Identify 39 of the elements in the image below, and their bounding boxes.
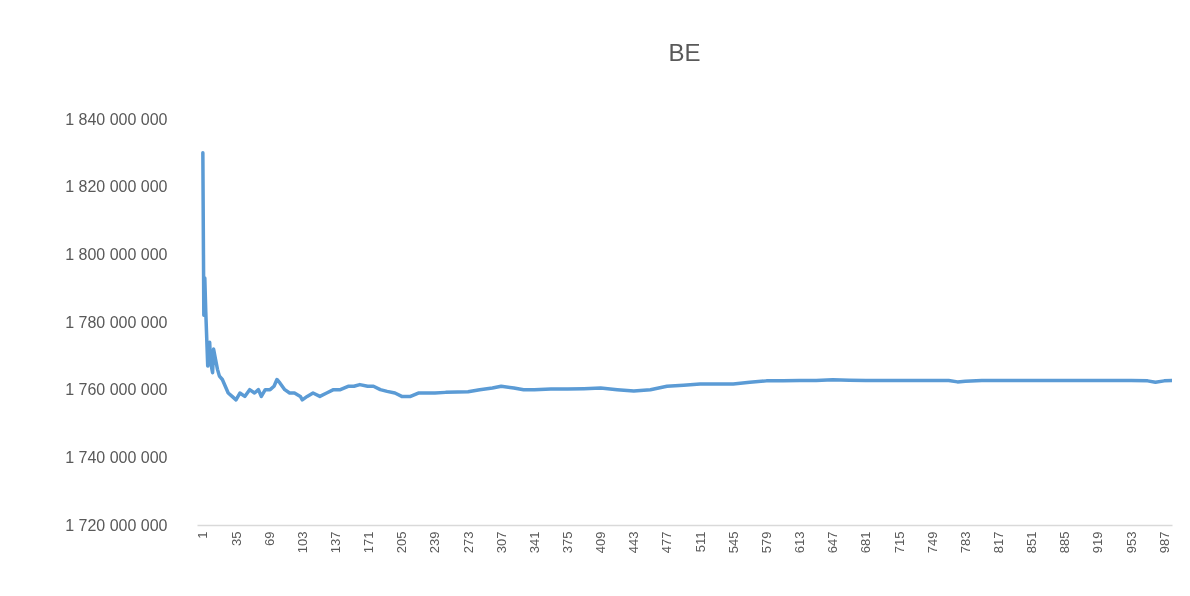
y-tick-label: 1 840 000 000 [65,110,168,128]
y-tick-label: 1 740 000 000 [65,448,168,466]
x-tick-label: 919 [1090,531,1106,554]
chart-title: BE [668,39,701,66]
line-series [201,151,1172,402]
x-tick-label: 443 [626,531,642,554]
x-tick-label: 545 [725,531,741,554]
x-tick-label: 205 [394,531,410,554]
x-tick-label: 35 [228,531,244,546]
y-tick-label: 1 820 000 000 [65,178,168,196]
x-tick-label: 749 [924,531,940,554]
x-tick-label: 103 [294,531,310,554]
x-tick-label: 987 [1156,531,1172,554]
x-tick-label: 477 [659,531,675,554]
x-tick-label: 341 [526,531,542,554]
y-tick-label: 1 720 000 000 [65,516,168,534]
x-tick-label: 579 [758,531,774,554]
x-tick-label: 851 [1024,531,1040,554]
x-tick-label: 681 [858,531,874,554]
x-tick-label: 409 [593,531,609,554]
x-tick-label: 613 [792,531,808,554]
x-tick-label: 171 [361,531,377,554]
x-tick-label: 953 [1123,531,1139,554]
y-tick-label: 1 760 000 000 [65,381,168,399]
y-tick-label: 1 780 000 000 [65,313,168,331]
x-tick-label: 783 [957,531,973,554]
x-tick-label: 647 [825,531,841,554]
x-tick-label: 307 [493,531,509,554]
x-tick-label: 1 [195,531,211,539]
x-tick-label: 511 [692,531,708,553]
x-tick-label: 715 [891,531,907,554]
x-tick-label: 69 [261,531,277,546]
x-tick-label: 239 [427,531,443,554]
x-tick-label: 817 [990,531,1006,554]
x-tick-label: 273 [460,531,476,554]
x-tick-label: 885 [1057,531,1073,554]
x-tick-label: 137 [327,531,343,554]
x-tick-label: 375 [560,531,575,554]
y-tick-label: 1 800 000 000 [65,245,168,263]
